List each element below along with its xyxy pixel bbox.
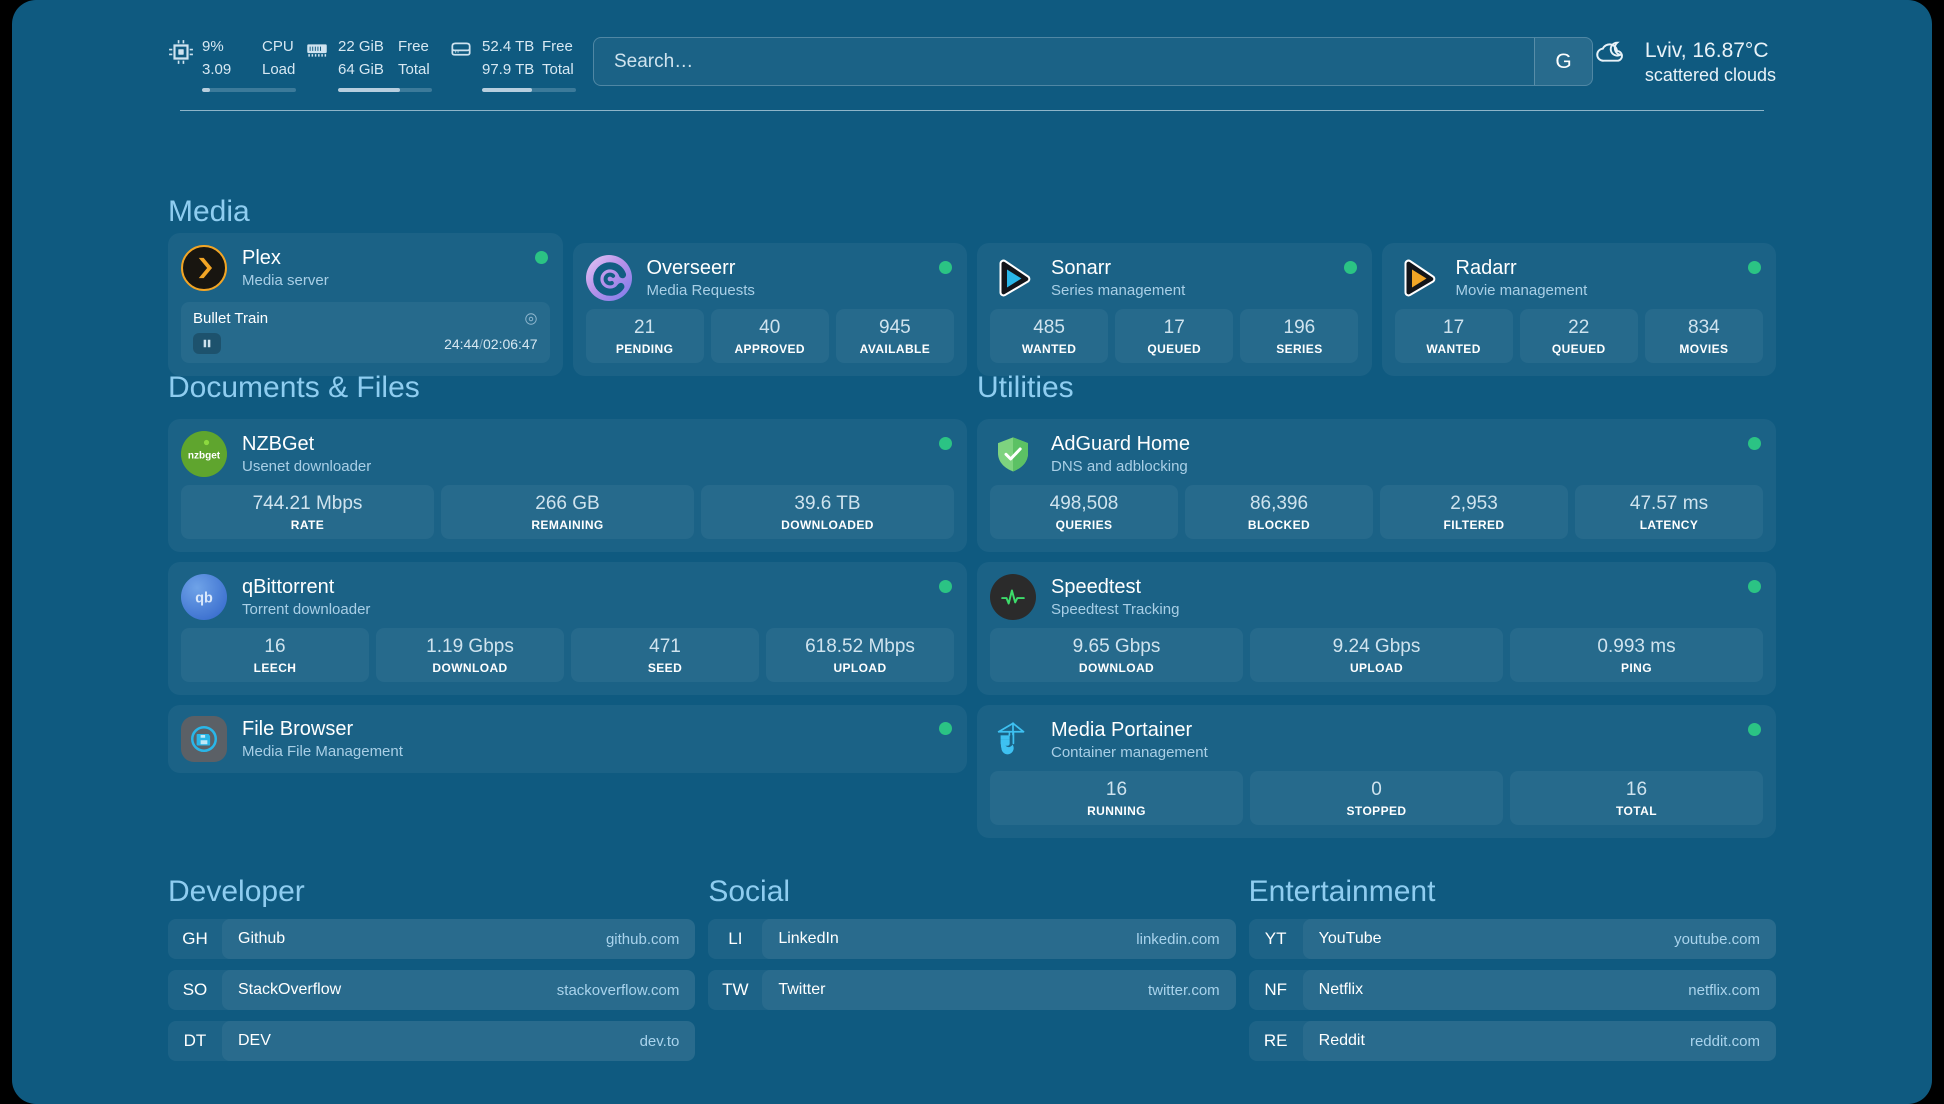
svg-text:qb: qb bbox=[195, 591, 213, 607]
svg-text:nzbget: nzbget bbox=[188, 451, 221, 462]
